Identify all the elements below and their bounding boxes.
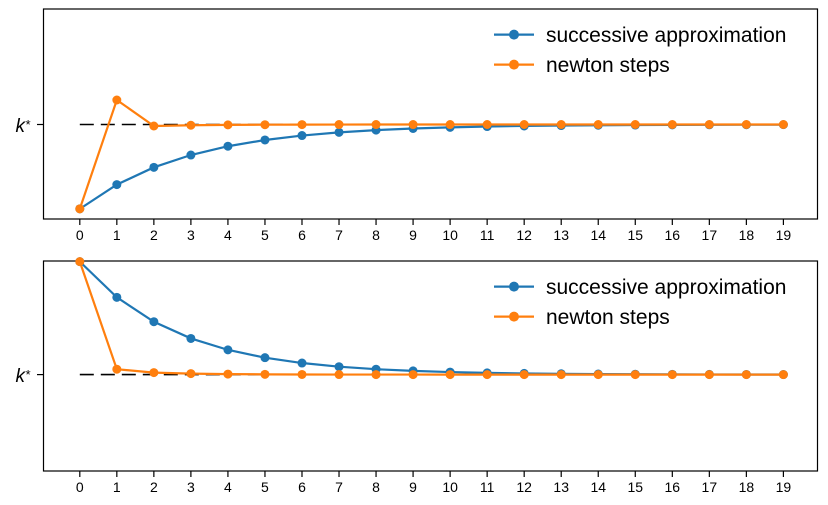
svg-text:1: 1 [113, 227, 121, 243]
svg-text:14: 14 [590, 479, 606, 495]
svg-text:13: 13 [553, 479, 569, 495]
svg-text:15: 15 [627, 227, 643, 243]
svg-text:9: 9 [409, 479, 417, 495]
svg-text:newton steps: newton steps [546, 54, 670, 77]
svg-text:5: 5 [261, 479, 269, 495]
svg-text:3: 3 [187, 227, 195, 243]
svg-text:10: 10 [442, 227, 458, 243]
svg-text:15: 15 [627, 479, 643, 495]
svg-text:4: 4 [224, 479, 232, 495]
svg-text:k*: k* [15, 366, 31, 387]
svg-text:9: 9 [409, 227, 417, 243]
svg-text:5: 5 [261, 227, 269, 243]
svg-text:13: 13 [553, 227, 569, 243]
svg-text:11: 11 [480, 479, 495, 495]
svg-text:16: 16 [665, 479, 681, 495]
svg-text:18: 18 [739, 479, 755, 495]
svg-text:11: 11 [480, 227, 495, 243]
svg-text:7: 7 [335, 227, 343, 243]
svg-text:k*: k* [15, 116, 31, 137]
svg-text:2: 2 [150, 227, 158, 243]
svg-text:18: 18 [739, 227, 755, 243]
svg-text:newton steps: newton steps [546, 306, 670, 329]
svg-text:19: 19 [776, 227, 792, 243]
svg-text:7: 7 [335, 479, 343, 495]
svg-text:6: 6 [298, 479, 306, 495]
svg-text:1: 1 [113, 479, 121, 495]
svg-text:19: 19 [776, 479, 792, 495]
svg-text:3: 3 [187, 479, 195, 495]
svg-text:8: 8 [372, 227, 380, 243]
svg-text:10: 10 [442, 479, 458, 495]
svg-text:0: 0 [76, 227, 84, 243]
svg-text:14: 14 [590, 227, 606, 243]
svg-text:12: 12 [516, 227, 532, 243]
svg-text:12: 12 [516, 479, 532, 495]
svg-text:4: 4 [224, 227, 232, 243]
svg-text:16: 16 [665, 227, 681, 243]
svg-text:17: 17 [702, 479, 718, 495]
svg-text:successive approximation: successive approximation [546, 24, 786, 47]
svg-text:8: 8 [372, 479, 380, 495]
svg-text:successive approximation: successive approximation [546, 276, 786, 299]
svg-text:0: 0 [76, 479, 84, 495]
svg-text:2: 2 [150, 479, 158, 495]
svg-text:17: 17 [702, 227, 718, 243]
svg-text:6: 6 [298, 227, 306, 243]
